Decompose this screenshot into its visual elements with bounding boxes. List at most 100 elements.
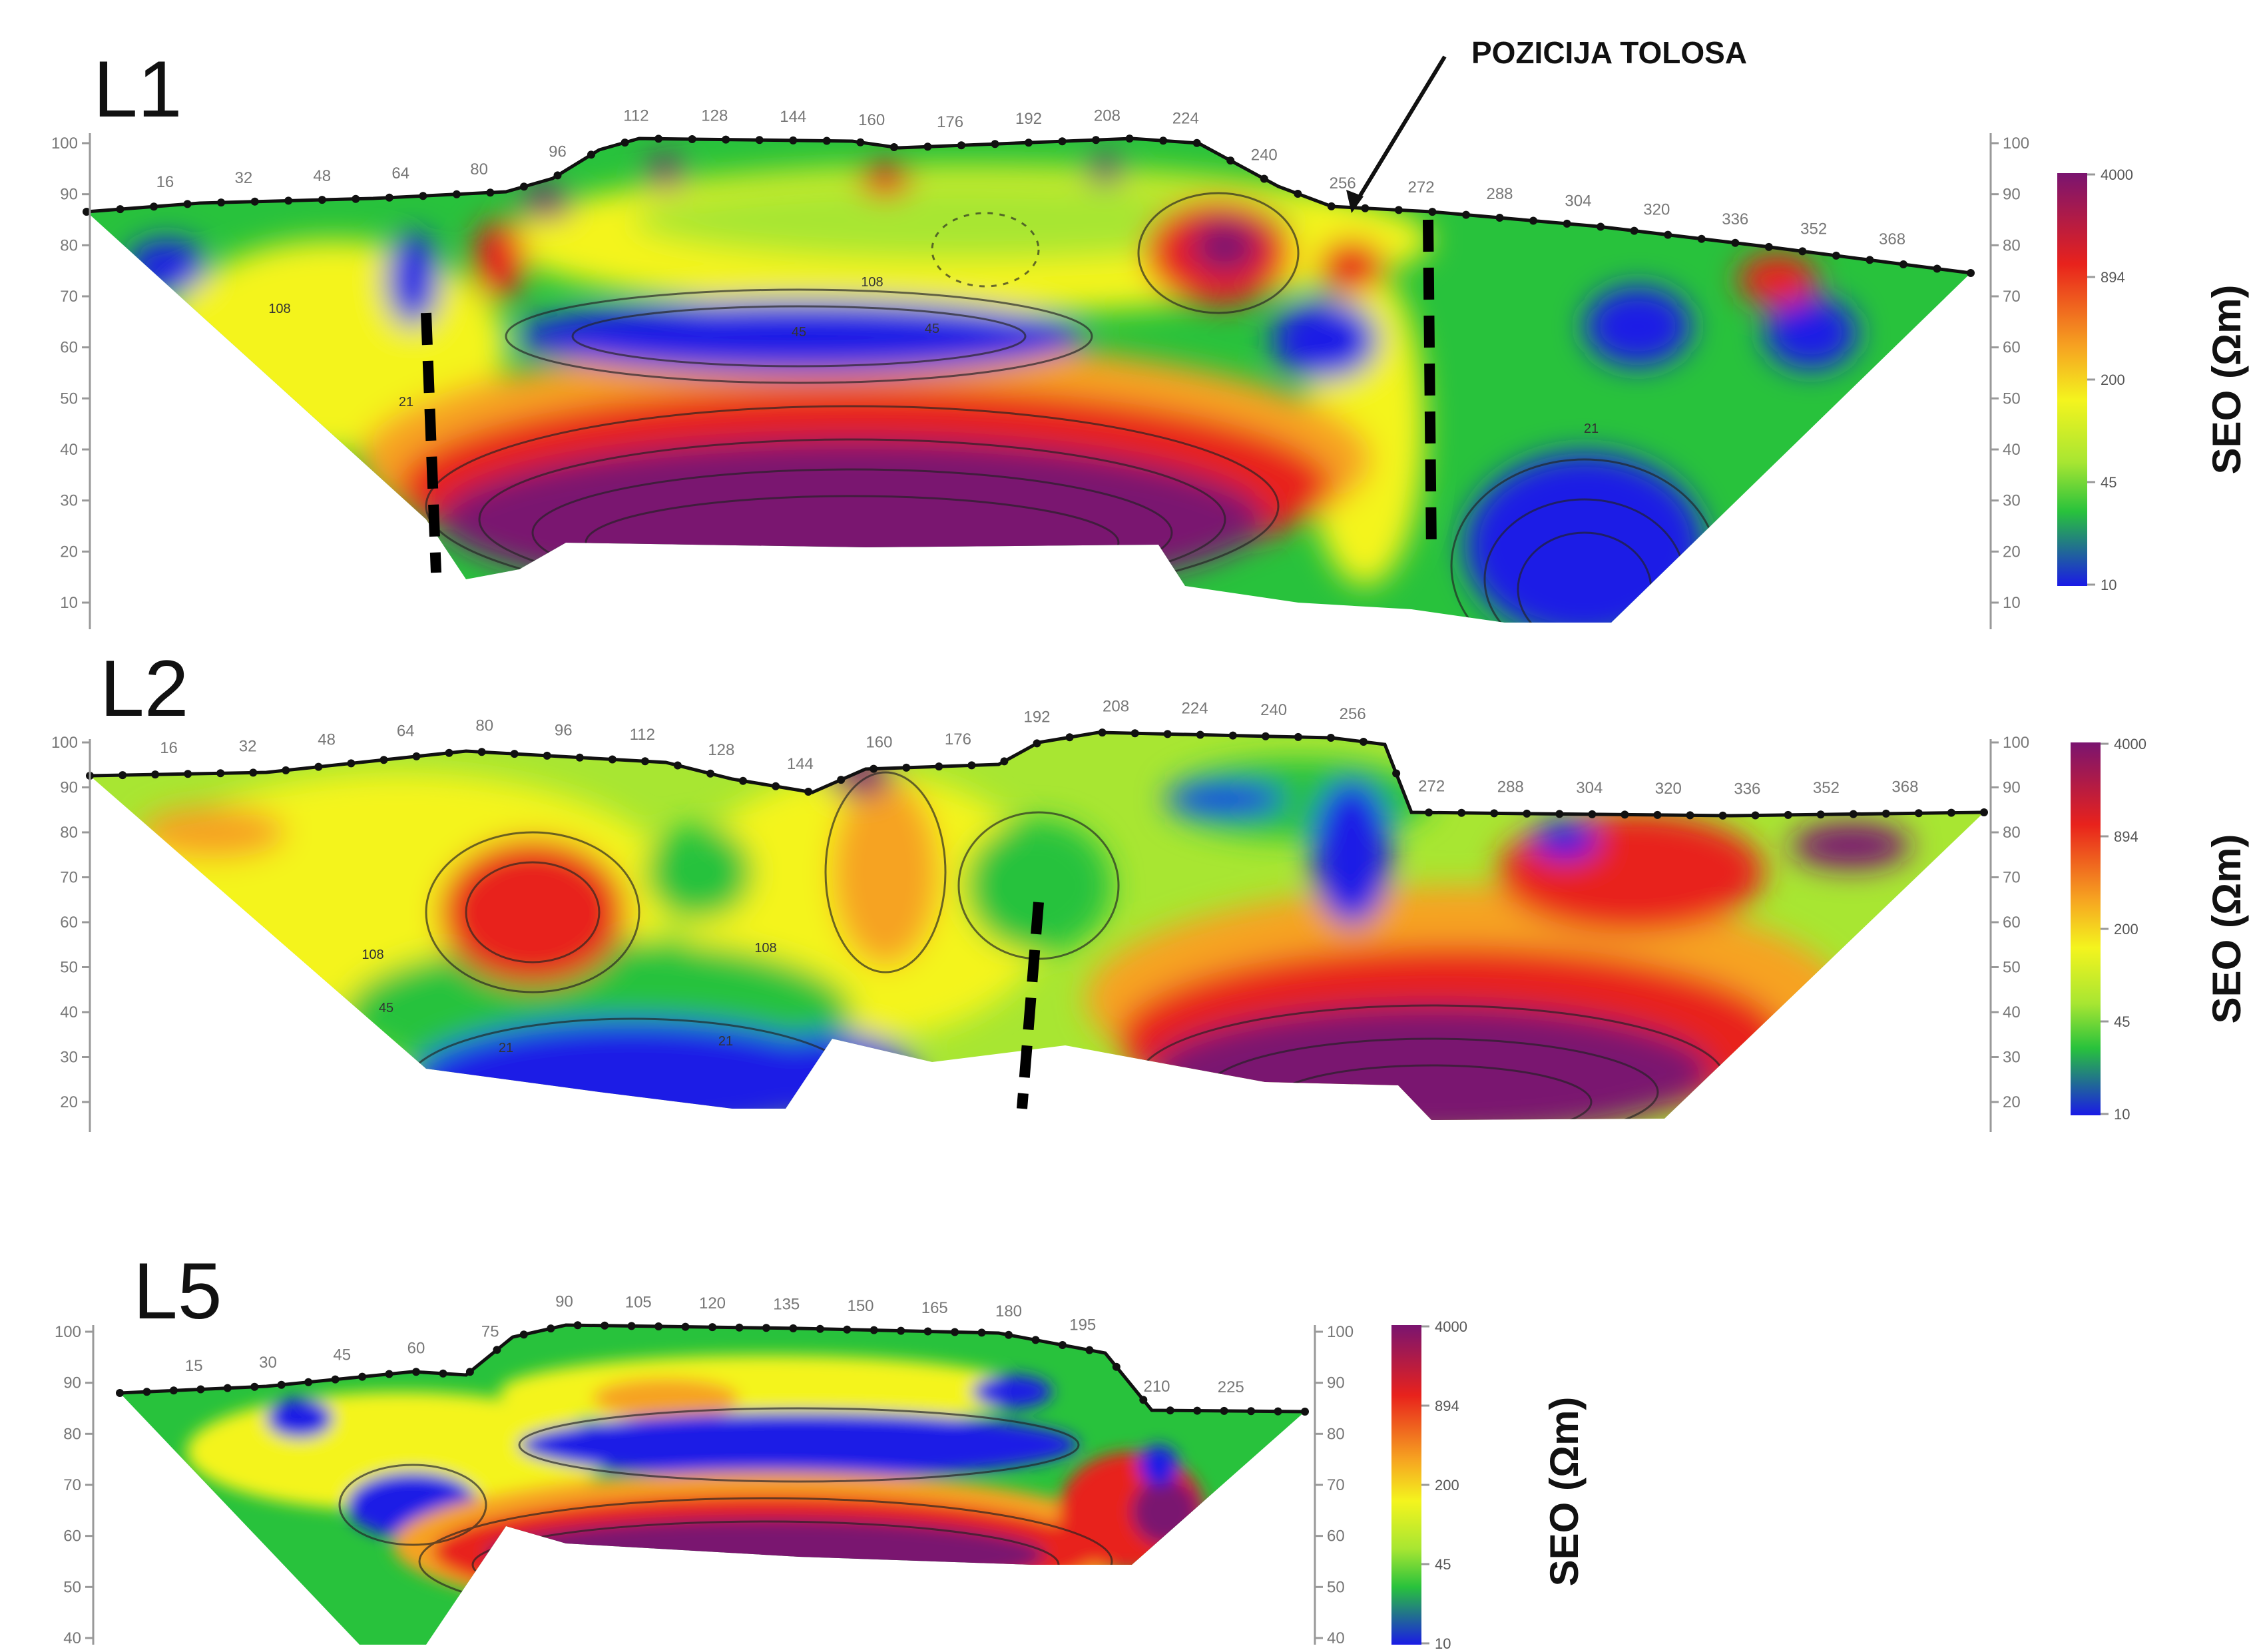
x-tick-label: 80	[475, 717, 493, 735]
y-tick-label: 40	[1327, 1629, 1345, 1647]
y-tick-label: 30	[2003, 1049, 2021, 1067]
electrode-dot	[277, 1380, 286, 1389]
electrode-dot	[1166, 1406, 1174, 1415]
x-tick-label: 160	[866, 733, 892, 751]
electrode-dot	[304, 1378, 313, 1386]
electrode-dot	[1490, 809, 1499, 818]
y-tick-label: 10	[2003, 594, 2021, 612]
electrode-dot	[1226, 156, 1235, 165]
y-tick-label: 70	[60, 288, 78, 306]
electrode-dot	[1832, 251, 1840, 260]
x-tick-label: 336	[1722, 210, 1748, 228]
x-ticks-l1: 16 32 48 64 80 96 112 128 144 160 176 192 208 224 240 2…	[156, 107, 1906, 248]
y-tick-label: 100	[51, 135, 78, 152]
y-tick-label: 70	[2003, 288, 2021, 306]
electrode-dot	[519, 1330, 528, 1339]
electrode-dot	[452, 190, 461, 198]
contour-label: 45	[925, 322, 939, 336]
x-tick-label: 64	[391, 164, 409, 182]
electrode-dot	[1392, 769, 1401, 778]
x-tick-label: 75	[481, 1322, 499, 1340]
y-tick-label: 20	[60, 543, 78, 561]
electrode-dot	[1033, 739, 1041, 748]
electrode-dot	[1947, 808, 1955, 817]
y-tick-label: 80	[60, 824, 78, 842]
x-tick-label: 368	[1891, 778, 1918, 796]
colorbar-l2	[2071, 742, 2101, 1115]
x-tick-label: 210	[1143, 1378, 1170, 1396]
colorbar-tick-label: 200	[2114, 921, 2138, 938]
y-tick-label: 90	[60, 779, 78, 797]
electrode-dot	[1192, 138, 1201, 147]
electrode-dot	[1228, 731, 1237, 740]
electrode-dot	[412, 1368, 420, 1376]
contour-label: 108	[268, 302, 290, 316]
contour-label: 21	[399, 395, 413, 410]
x-tick-label: 32	[234, 169, 252, 187]
y-tick-label: 20	[60, 1093, 78, 1111]
y-tick-label: 30	[60, 492, 78, 510]
x-tick-label: 192	[1015, 110, 1042, 128]
section-l2-resistivity-field	[90, 732, 1984, 1120]
y-tick-label: 100	[51, 734, 78, 752]
x-tick-label: 120	[699, 1294, 726, 1312]
electrode-dot	[621, 138, 629, 147]
x-tick-label: 225	[1218, 1378, 1244, 1396]
electrode-dot	[83, 208, 91, 216]
electrode-dot	[1361, 204, 1370, 212]
electrode-dot	[314, 762, 323, 771]
x-tick-label: 336	[1734, 780, 1760, 798]
electrode-dot	[216, 769, 225, 778]
x-tick-label: 256	[1340, 705, 1366, 723]
colorbar-tick-label: 45	[2114, 1013, 2130, 1030]
electrode-dot	[843, 1325, 852, 1334]
electrodes-l5	[116, 1321, 1309, 1416]
electrode-dot	[681, 1322, 690, 1331]
electrode-dot	[1664, 230, 1672, 239]
x-tick-label: 180	[995, 1302, 1022, 1320]
electrode-dot	[1031, 1336, 1040, 1344]
y-tick-label: 50	[1327, 1578, 1345, 1596]
electrode-dot	[640, 757, 649, 766]
colorbar-tick-label: 894	[1435, 1398, 1459, 1414]
y-tick-label: 100	[2003, 734, 2029, 752]
electrode-dot	[1816, 810, 1825, 819]
electrode-dot	[1630, 226, 1638, 235]
y-tick-label: 20	[2003, 543, 2021, 561]
x-ticks-l2: 16 32 48 64 80 96 112 128 144 160 176 192 208 224 240 2…	[160, 698, 1918, 798]
colorbar-l5	[1391, 1325, 1421, 1645]
electrode-dot	[870, 764, 878, 773]
colorbar-tick-label: 894	[2101, 269, 2125, 286]
contour-label: 108	[754, 941, 776, 956]
panel-title-l1: L1	[93, 45, 182, 134]
y-tick-label: 50	[2003, 390, 2021, 408]
electrode-dot	[1980, 808, 1988, 816]
x-tick-label: 208	[1103, 698, 1129, 716]
y-tick-label: 60	[2003, 914, 2021, 932]
electrode-dot	[1139, 1396, 1148, 1404]
y-ticks-right-l1: 100 90 80 70 60 50 40 30 20 10	[1991, 135, 2029, 612]
y-tick-label: 80	[2003, 236, 2021, 254]
electrode-dot	[1933, 264, 1941, 273]
colorbar-tick-label: 4000	[2114, 736, 2146, 752]
electrode-dot	[1751, 811, 1760, 820]
electrode-dot	[627, 1322, 636, 1330]
electrode-dot	[465, 1368, 474, 1376]
electrode-dot	[935, 762, 943, 771]
surface-line-l1	[86, 137, 1971, 275]
y-tick-label: 70	[60, 869, 78, 887]
electrode-dot	[1085, 1346, 1094, 1354]
x-tick-label: 288	[1486, 185, 1513, 203]
electrode-dot	[1220, 1406, 1228, 1415]
boundary-line-l2	[1017, 902, 1044, 1109]
x-tick-label: 105	[625, 1294, 652, 1312]
electrode-dot	[250, 197, 259, 206]
x-tick-label: 128	[701, 107, 728, 125]
electrode-dot	[1274, 1407, 1282, 1416]
x-tick-label: 32	[239, 738, 257, 756]
x-tick-label: 165	[921, 1299, 948, 1317]
surface-line-l2	[89, 730, 1985, 818]
electrode-dot	[1301, 1408, 1309, 1416]
x-tick-label: 288	[1497, 778, 1524, 796]
electrode-dot	[151, 770, 160, 779]
